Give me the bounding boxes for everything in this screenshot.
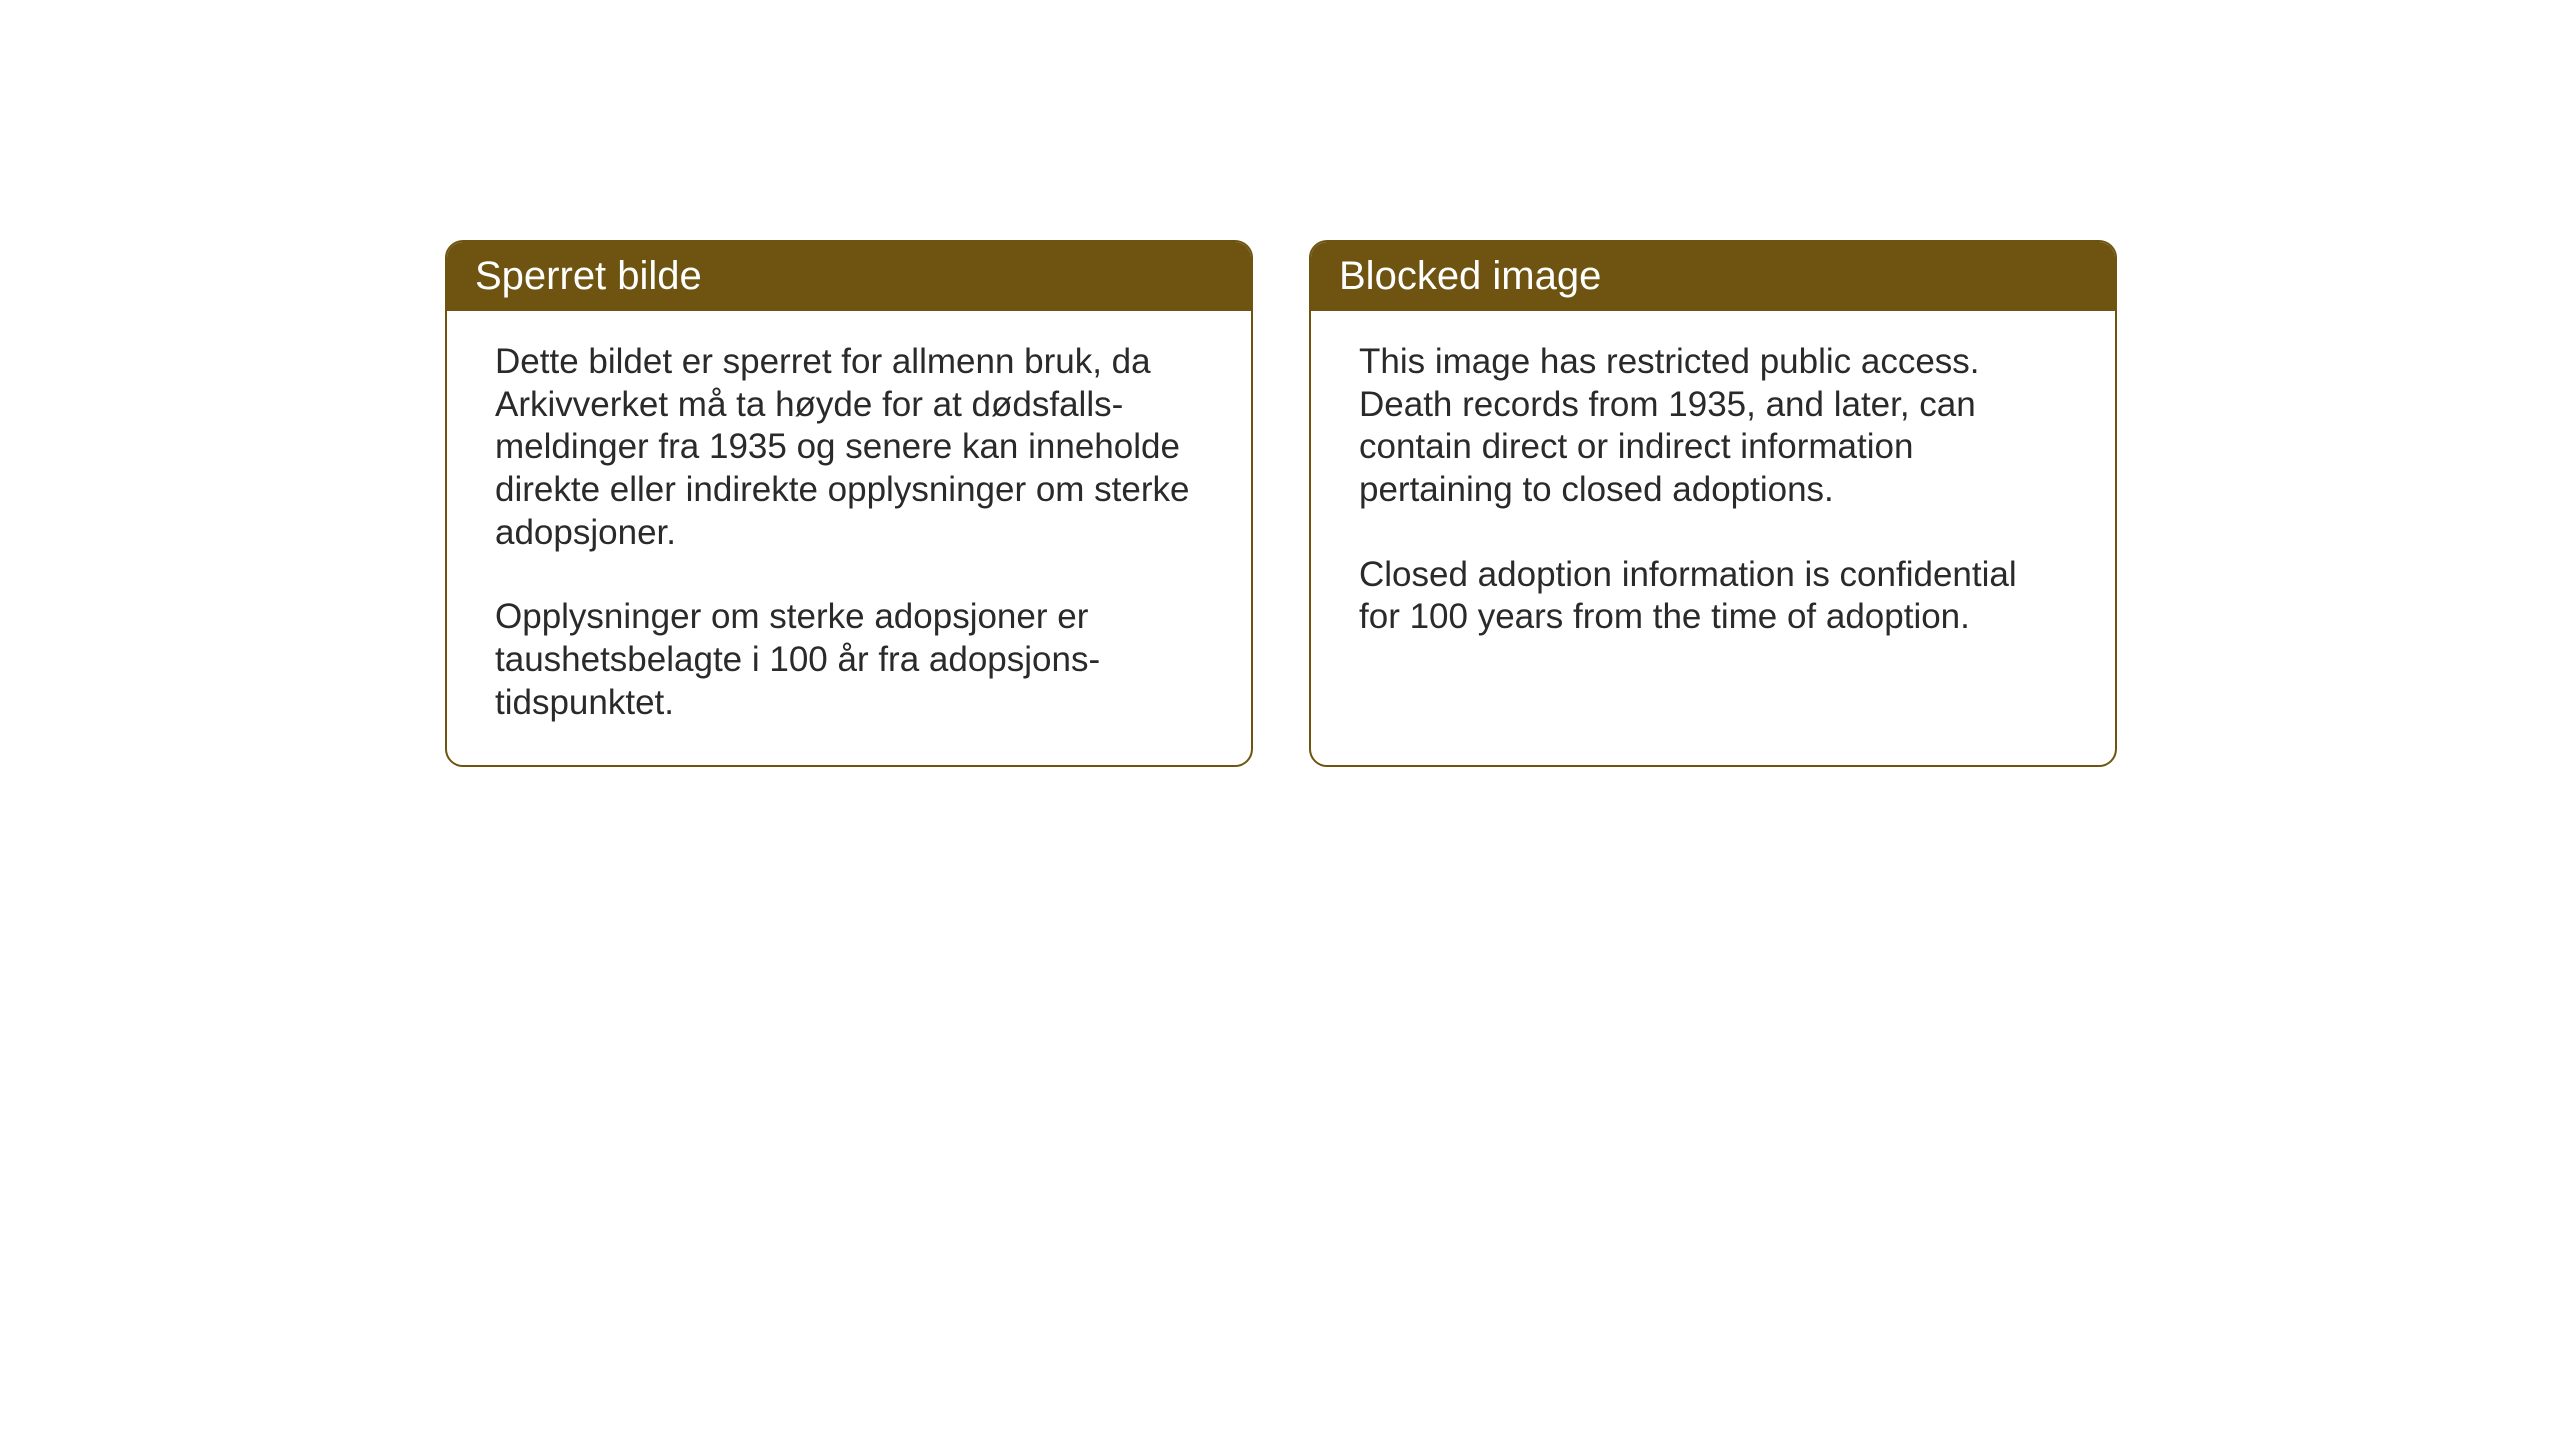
notice-cards-container: Sperret bilde Dette bildet er sperret fo…: [445, 240, 2117, 767]
norwegian-notice-card: Sperret bilde Dette bildet er sperret fo…: [445, 240, 1253, 767]
english-paragraph-2: Closed adoption information is confident…: [1359, 554, 2067, 639]
norwegian-paragraph-2: Opplysninger om sterke adopsjoner er tau…: [495, 596, 1203, 724]
norwegian-card-body: Dette bildet er sperret for allmenn bruk…: [447, 311, 1251, 765]
norwegian-paragraph-1: Dette bildet er sperret for allmenn bruk…: [495, 341, 1203, 554]
norwegian-card-title: Sperret bilde: [447, 242, 1251, 311]
english-paragraph-1: This image has restricted public access.…: [1359, 341, 2067, 512]
english-card-body: This image has restricted public access.…: [1311, 311, 2115, 741]
english-card-title: Blocked image: [1311, 242, 2115, 311]
english-notice-card: Blocked image This image has restricted …: [1309, 240, 2117, 767]
